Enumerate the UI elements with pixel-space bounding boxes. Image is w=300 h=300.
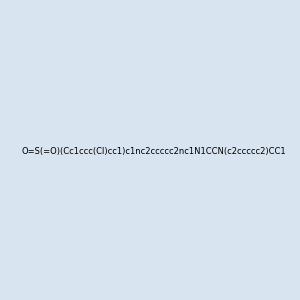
Text: O=S(=O)(Cc1ccc(Cl)cc1)c1nc2ccccc2nc1N1CCN(c2ccccc2)CC1: O=S(=O)(Cc1ccc(Cl)cc1)c1nc2ccccc2nc1N1CC… <box>21 147 286 156</box>
